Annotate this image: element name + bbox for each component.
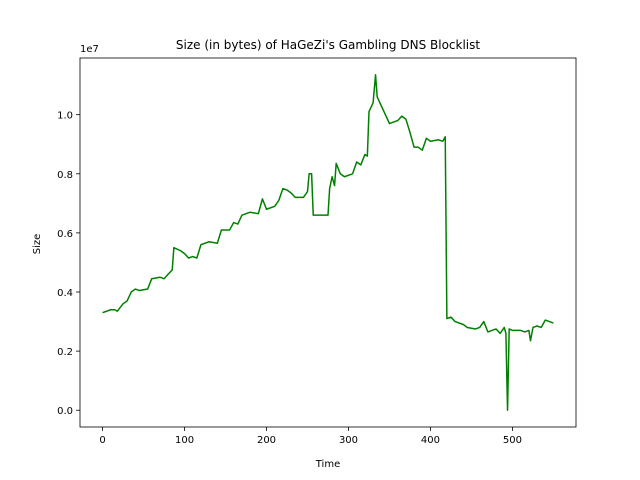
x-tick-label: 100 xyxy=(175,435,194,446)
x-tick-label: 300 xyxy=(339,435,358,446)
x-tick-label: 200 xyxy=(257,435,276,446)
x-tick-label: 500 xyxy=(503,435,522,446)
x-tick-label: 400 xyxy=(421,435,440,446)
data-line xyxy=(102,74,554,411)
x-axis-label: Time xyxy=(315,459,340,470)
y-offset-label: 1e7 xyxy=(80,44,99,55)
x-tick-label: 0 xyxy=(99,435,105,446)
y-tick-label: 0.4 xyxy=(57,288,73,299)
y-tick-label: 0.0 xyxy=(57,406,73,417)
y-axis-label: Size xyxy=(32,234,43,255)
y-tick-label: 0.8 xyxy=(57,170,73,181)
chart-title: Size (in bytes) of HaGeZi's Gambling DNS… xyxy=(176,38,480,52)
plot-frame xyxy=(79,57,577,428)
y-tick-label: 0.6 xyxy=(57,229,73,240)
y-tick-label: 0.2 xyxy=(57,347,73,358)
y-tick-label: 1.0 xyxy=(57,111,73,122)
